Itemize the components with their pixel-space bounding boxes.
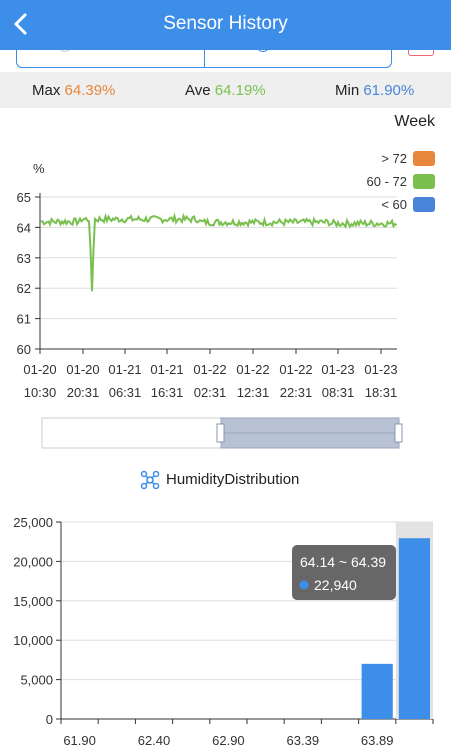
segment-left[interactable] [16,50,204,68]
x-tick-date: 01-20 [66,362,99,377]
bar-x-tick-label: 62.90 [212,733,245,748]
legend-label: > 72 [381,151,407,166]
legend: > 72 60 - 72 < 60 [367,151,435,212]
humidity-distribution-chart: 25,000 20,000 15,000 10,000 5,000 0 61.90 62.4… [13,515,434,748]
stat-max: Max 64.39% [32,82,115,99]
bar-x-tick-label: 63.39 [287,733,320,748]
app-header: Sensor History [0,0,451,50]
calendar-icon[interactable] [408,50,434,56]
bars [361,522,433,719]
x-tick-time: 22:31 [280,385,313,400]
bar-y-tick-label: 10,000 [13,633,53,648]
stat-ave: Ave 64.19% [185,82,266,99]
x-tick-date: 01-21 [108,362,141,377]
x-tick-date: 01-23 [321,362,354,377]
tooltip-box [292,545,396,600]
x-tick-date: 01-22 [279,362,312,377]
stats-bar: Max 64.39% Ave 64.19% Min 61.90% [0,72,451,108]
y-tick-label: 62 [17,281,31,296]
tooltip-dot [299,580,309,590]
x-tick-time: 08:31 [322,385,355,400]
x-tick-date: 01-23 [364,362,397,377]
distribution-icon [140,470,160,490]
x-tick-date: 01-21 [150,362,183,377]
x-tick-date: 01-20 [23,362,56,377]
y-tick-label: 63 [17,251,31,266]
legend-swatch [413,197,435,212]
y-tick-label: 61 [17,312,31,327]
x-tick-time: 02:31 [194,385,227,400]
humidity-line-chart: % > 72 60 - 72 < 60 65 64 63 62 61 60 01-20 10:3… [17,151,435,449]
legend-swatch [413,151,435,166]
humidity-series-line [40,212,398,292]
y-unit-label: % [33,161,45,176]
page-title: Sensor History [163,13,288,34]
stat-min: Min 61.90% [335,82,414,99]
slider-handle-left[interactable] [216,423,225,443]
y-tick-label: 64 [17,220,31,235]
bar-y-tick-label: 5,000 [20,673,53,688]
distribution-bar[interactable] [398,538,430,719]
bar-y-tick-label: 20,000 [13,554,53,569]
bar-y-axis: 25,000 20,000 15,000 10,000 5,000 0 [13,515,433,727]
stat-max-value: 64.39% [64,82,116,99]
bar-x-tick-label: 62.40 [138,733,171,748]
y-axis: 65 64 63 62 61 60 [17,190,397,357]
x-tick-time: 20:31 [67,385,100,400]
y-tick-label: 60 [17,342,31,357]
y-tick-label: 65 [17,190,31,205]
x-axis: 01-20 10:30 01-20 20:31 01-21 06:31 01-21 16:31… [23,348,398,400]
back-arrow-icon[interactable] [8,10,36,38]
distribution-bar[interactable] [361,663,393,719]
range-selector[interactable]: Week [394,113,435,130]
range-slider[interactable] [41,417,403,449]
x-tick-time: 06:31 [109,385,142,400]
bar-y-tick-label: 15,000 [13,594,53,609]
tooltip-value: 22,940 [314,577,357,593]
x-tick-time: 16:31 [151,385,184,400]
tooltip: 64.14 ~ 64.39 22,940 [292,545,396,600]
segment-right[interactable] [204,50,392,68]
legend-label: 60 - 72 [367,174,407,189]
x-tick-time: 10:30 [24,385,57,400]
bar-x-tick-label: 61.90 [63,733,96,748]
tooltip-range: 64.14 ~ 64.39 [300,554,386,570]
date-selector [0,50,451,72]
bar-y-tick-label: 0 [46,712,53,727]
stat-min-value: 61.90% [363,82,415,99]
bar-y-tick-label: 25,000 [13,515,53,530]
stat-ave-label: Ave [185,82,211,99]
legend-swatch [413,174,435,189]
x-tick-date: 01-22 [236,362,269,377]
distribution-title: HumidityDistribution [166,471,300,488]
legend-label: < 60 [381,197,407,212]
x-tick-date: 01-22 [193,362,226,377]
bar-x-tick-label: 63.89 [361,733,394,748]
stat-ave-value: 64.19% [214,82,266,99]
slider-handle-right[interactable] [394,423,403,443]
stat-min-label: Min [335,82,360,99]
x-tick-time: 12:31 [237,385,270,400]
x-tick-time: 18:31 [365,385,398,400]
stat-max-label: Max [32,82,61,99]
